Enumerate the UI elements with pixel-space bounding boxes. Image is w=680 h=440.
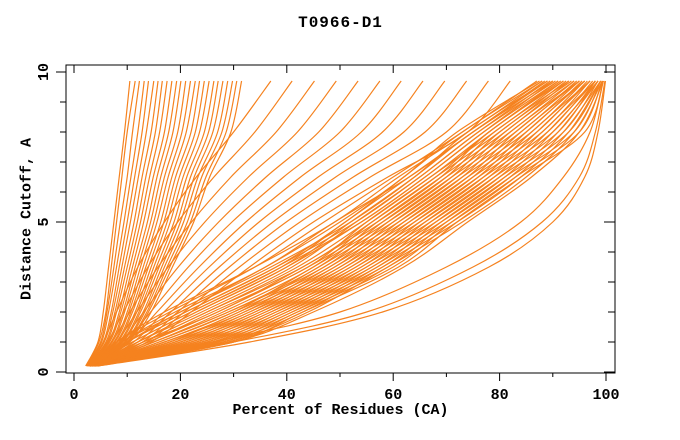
model-curve: [92, 80, 604, 367]
model-curve: [89, 80, 586, 367]
model-curve: [95, 80, 606, 367]
model-curve: [94, 80, 489, 367]
model-curve: [89, 80, 580, 367]
model-curve: [92, 80, 234, 367]
model-curve: [91, 80, 599, 367]
x-tick-label: 40: [278, 387, 296, 404]
model-curve: [85, 80, 131, 367]
model-curve: [89, 80, 540, 367]
model-curve: [88, 80, 173, 367]
model-curve: [95, 80, 511, 367]
model-curve: [87, 80, 159, 367]
model-curve: [88, 80, 293, 367]
model-curve: [89, 80, 602, 367]
model-curve: [93, 80, 446, 367]
model-curve: [91, 80, 602, 367]
model-curve: [97, 80, 607, 367]
model-curve: [89, 80, 315, 367]
model-curve: [85, 80, 136, 367]
x-tick-label: 20: [171, 387, 189, 404]
model-curve: [90, 80, 205, 367]
model-curve: [90, 80, 596, 367]
model-curve: [91, 80, 224, 367]
model-curve: [87, 80, 163, 367]
x-tick-label: 60: [384, 387, 402, 404]
model-curve: [89, 80, 580, 367]
model-curve: [89, 80, 570, 367]
x-axis-title: Percent of Residues (CA): [232, 402, 449, 419]
model-curve: [92, 80, 402, 367]
model-curve: [85, 80, 141, 367]
model-curve: [90, 80, 201, 367]
model-curve: [88, 80, 272, 367]
model-curve: [90, 80, 337, 367]
x-tick-label: 100: [592, 387, 619, 404]
model-curve: [89, 80, 591, 367]
y-tick-label: 10: [36, 63, 53, 81]
model-curve: [89, 80, 591, 367]
y-tick-label: 0: [36, 367, 53, 376]
model-curve: [91, 80, 381, 367]
model-curve: [88, 80, 178, 367]
model-curve: [91, 80, 219, 367]
model-curve: [86, 80, 145, 367]
model-curve: [87, 80, 168, 367]
model-curve: [86, 80, 155, 367]
chart-title: T0966-D1: [298, 14, 383, 32]
model-curve: [92, 80, 238, 367]
x-tick-label: 0: [69, 387, 78, 404]
model-curve: [89, 80, 187, 367]
y-axis-title: Distance Cutoff, A: [18, 137, 36, 301]
model-curve: [90, 80, 359, 367]
model-curve: [93, 80, 468, 367]
model-curve: [92, 80, 424, 367]
x-tick-label: 80: [491, 387, 509, 404]
model-curve: [91, 80, 215, 367]
model-curve: [89, 80, 596, 367]
model-curve: [92, 80, 603, 367]
model-curve: [89, 80, 564, 367]
y-tick-label: 5: [36, 217, 53, 226]
model-curve: [89, 80, 586, 367]
